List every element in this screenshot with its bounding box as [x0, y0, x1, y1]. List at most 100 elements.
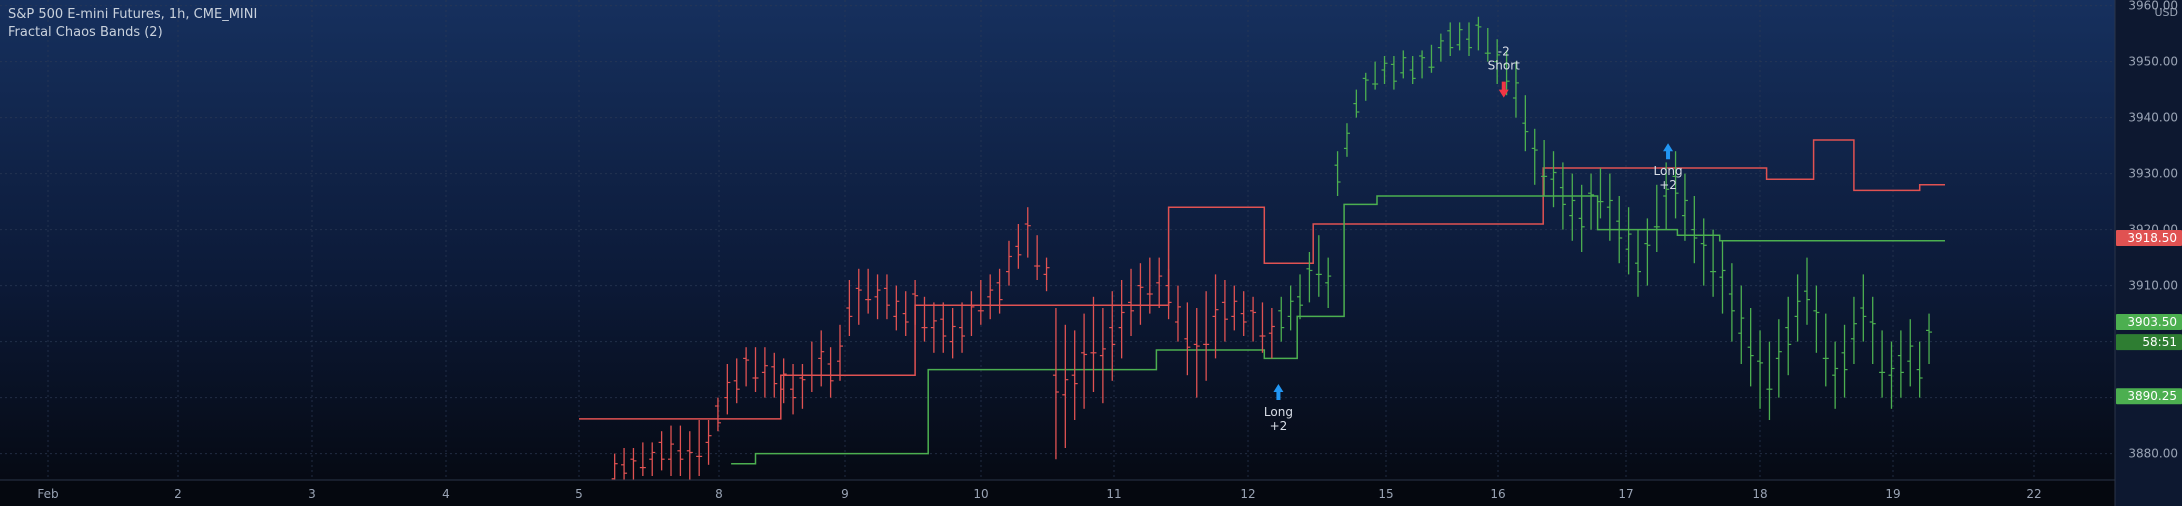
candle[interactable] — [1456, 22, 1463, 51]
candle[interactable] — [1203, 291, 1210, 381]
candle[interactable] — [1775, 319, 1782, 398]
candle[interactable] — [1297, 274, 1304, 320]
candle[interactable] — [1334, 151, 1341, 196]
candle[interactable] — [1278, 296, 1285, 342]
candle[interactable] — [1466, 22, 1473, 56]
candle[interactable] — [1325, 257, 1332, 308]
candle[interactable] — [1212, 274, 1219, 359]
candle[interactable] — [1606, 173, 1613, 241]
candle[interactable] — [1306, 252, 1313, 303]
candle[interactable] — [1907, 319, 1914, 387]
candle[interactable] — [1400, 50, 1407, 79]
candle[interactable] — [1381, 56, 1388, 84]
long-signal[interactable]: Long+2 — [1264, 384, 1293, 433]
candle[interactable] — [1832, 341, 1839, 409]
candle[interactable] — [668, 425, 675, 476]
candle[interactable] — [1512, 61, 1519, 118]
candle[interactable] — [1428, 44, 1435, 73]
candle[interactable] — [771, 352, 778, 398]
candle[interactable] — [1663, 162, 1670, 230]
candle[interactable] — [1118, 280, 1125, 359]
candle[interactable] — [658, 431, 665, 471]
candle[interactable] — [1259, 302, 1266, 353]
candle[interactable] — [874, 274, 881, 320]
candle[interactable] — [1841, 324, 1848, 398]
candle[interactable] — [1128, 268, 1135, 336]
candle[interactable] — [836, 324, 843, 381]
candle[interactable] — [649, 442, 656, 476]
candle[interactable] — [930, 302, 937, 353]
bar-countdown-label[interactable]: 58:51 — [2142, 335, 2177, 349]
candle[interactable] — [705, 420, 712, 465]
candle[interactable] — [1531, 128, 1538, 185]
candle[interactable] — [1109, 291, 1116, 381]
candle[interactable] — [968, 291, 975, 336]
indicator-title[interactable]: Fractal Chaos Bands (2) — [8, 25, 163, 40]
candle[interactable] — [1484, 28, 1491, 62]
candle[interactable] — [883, 274, 890, 320]
candle[interactable] — [1409, 56, 1416, 84]
candle[interactable] — [1588, 173, 1595, 230]
candle[interactable] — [1231, 285, 1238, 331]
candle[interactable] — [1719, 240, 1726, 314]
candle[interactable] — [1503, 50, 1510, 96]
candle[interactable] — [1156, 257, 1163, 308]
candle[interactable] — [1240, 291, 1247, 336]
candle[interactable] — [1024, 207, 1031, 258]
candle[interactable] — [1569, 173, 1576, 241]
candle[interactable] — [1785, 296, 1792, 376]
candle[interactable] — [1757, 330, 1764, 409]
candle[interactable] — [1803, 257, 1810, 325]
candle[interactable] — [1578, 184, 1585, 252]
candle[interactable] — [761, 347, 768, 398]
candle[interactable] — [1879, 330, 1886, 398]
candle[interactable] — [1550, 151, 1557, 208]
candle[interactable] — [1794, 274, 1801, 342]
close-price-label[interactable]: 3903.50 — [2127, 315, 2177, 329]
candle[interactable] — [1193, 308, 1200, 398]
candle[interactable] — [1052, 308, 1059, 460]
candle[interactable] — [855, 268, 862, 325]
candle[interactable] — [1681, 173, 1688, 241]
candle[interactable] — [1268, 308, 1275, 359]
candle[interactable] — [1691, 196, 1698, 264]
candle[interactable] — [1738, 285, 1745, 364]
candle[interactable] — [1888, 341, 1895, 409]
candle[interactable] — [733, 358, 740, 404]
upper-band-price-label[interactable]: 3918.50 — [2127, 231, 2177, 245]
candle[interactable] — [1559, 162, 1566, 230]
candle[interactable] — [1700, 218, 1707, 286]
candle[interactable] — [1926, 313, 1933, 364]
candle[interactable] — [1916, 341, 1923, 398]
symbol-title[interactable]: S&P 500 E-mini Futures, 1h, CME_MINI — [8, 7, 258, 22]
candle[interactable] — [1850, 296, 1857, 364]
candle[interactable] — [780, 358, 787, 404]
candle[interactable] — [1090, 296, 1097, 392]
candle[interactable] — [1146, 257, 1153, 314]
candle[interactable] — [1728, 263, 1735, 342]
lower-band-price-label[interactable]: 3890.25 — [2127, 389, 2177, 403]
candle[interactable] — [1747, 308, 1754, 387]
candle[interactable] — [921, 296, 928, 342]
candle[interactable] — [959, 302, 966, 353]
candle[interactable] — [893, 285, 900, 331]
candle[interactable] — [639, 442, 646, 476]
candle[interactable] — [1860, 274, 1867, 342]
candle[interactable] — [724, 364, 731, 415]
candle[interactable] — [1672, 151, 1679, 219]
candle[interactable] — [1644, 218, 1651, 286]
candle[interactable] — [1315, 235, 1322, 297]
candle[interactable] — [1653, 184, 1660, 252]
candle[interactable] — [1250, 296, 1257, 342]
candle[interactable] — [1419, 50, 1426, 79]
candle[interactable] — [714, 397, 721, 432]
candle[interactable] — [790, 364, 797, 415]
candle[interactable] — [1625, 207, 1632, 275]
candle[interactable] — [1710, 229, 1717, 297]
candle[interactable] — [912, 280, 919, 325]
candle[interactable] — [1165, 268, 1172, 320]
candle[interactable] — [1034, 235, 1041, 280]
candle[interactable] — [1362, 72, 1369, 101]
candle[interactable] — [1372, 61, 1379, 90]
